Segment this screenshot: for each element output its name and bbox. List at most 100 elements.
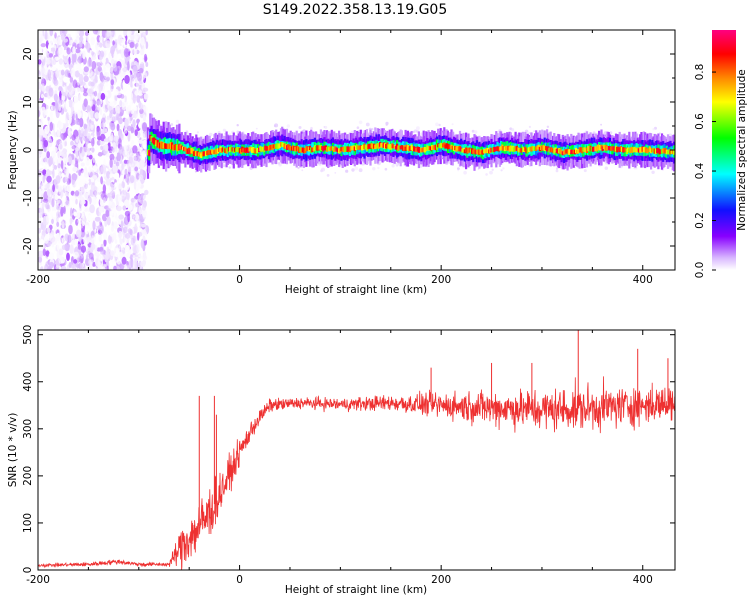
heatmap-halo-cell <box>489 170 493 175</box>
heatmap-noise-cell <box>78 93 83 104</box>
heatmap-noise-cell <box>115 265 121 270</box>
heatmap-noise-cell <box>114 239 118 244</box>
heatmap-noise-cell <box>132 65 138 75</box>
heatmap-halo-cell <box>365 122 370 127</box>
heatmap-noise-cell <box>80 262 83 270</box>
heatmap-noise-cell <box>73 94 79 105</box>
heatmap-halo-cell <box>463 170 467 175</box>
heatmap-noise-cell <box>134 129 138 137</box>
heatmap-noise-cell <box>78 169 81 176</box>
heatmap-noise-cell <box>91 121 94 125</box>
heatmap-halo-cell <box>170 123 174 126</box>
heatmap-noise-cell <box>75 147 79 152</box>
heatmap-noise-cell <box>87 187 90 196</box>
heatmap-noise-cell <box>72 166 78 172</box>
heatmap-noise-cell <box>114 50 117 58</box>
heatmap-noise-cell <box>43 139 49 148</box>
heatmap-noise-cell <box>127 249 132 254</box>
heatmap-noise-cell <box>46 213 50 223</box>
heatmap-noise-cell <box>81 149 85 157</box>
heatmap-halo-cell <box>361 163 364 166</box>
heatmap-noise-cell <box>40 265 44 270</box>
heatmap-noise-cell <box>40 93 44 99</box>
heatmap-noise-cell <box>79 68 83 74</box>
heatmap-noise-cell <box>60 69 65 76</box>
heatmap-noise-cell <box>82 111 88 120</box>
heatmap-noise-cell <box>90 100 94 107</box>
heatmap-noise-cell <box>139 63 144 70</box>
heatmap-noise-cell <box>69 75 74 84</box>
heatmap-noise-cell <box>83 98 88 108</box>
heatmap-noise-cell <box>56 96 61 105</box>
heatmap-noise-cell <box>108 65 114 73</box>
heatmap-noise-cell <box>52 184 55 193</box>
heatmap-noise-cell <box>58 150 62 157</box>
heatmap-noise-cell <box>100 250 105 255</box>
heatmap-noise-cell <box>68 155 73 165</box>
heatmap-noise-cell <box>107 234 112 244</box>
heatmap-noise-cell <box>64 141 67 147</box>
heatmap-halo-cell <box>474 130 478 134</box>
heatmap-noise-cell <box>52 105 55 110</box>
heatmap-noise-cell <box>68 224 73 235</box>
heatmap-noise-cell <box>84 128 88 137</box>
heatmap-noise-cell <box>74 190 80 197</box>
heatmap-noise-cell <box>52 58 57 65</box>
heatmap-noise-cell <box>113 151 118 158</box>
heatmap-noise-cell <box>128 36 131 44</box>
heatmap-noise-cell <box>119 70 124 78</box>
heatmap-noise-cell <box>113 64 118 72</box>
heatmap-noise-cell <box>138 206 141 215</box>
heatmap-noise-cell <box>124 118 129 127</box>
heatmap-halo-cell <box>651 170 655 174</box>
heatmap-noise-cell <box>111 93 115 101</box>
heatmap-halo-cell <box>457 169 460 172</box>
heatmap-noise-cell <box>92 156 96 164</box>
heatmap-noise-cell <box>92 30 99 35</box>
heatmap-noise-cell <box>114 39 118 45</box>
heatmap-noise-cell <box>58 255 64 264</box>
heatmap-noise-cell <box>127 204 133 211</box>
heatmap-noise-cell <box>120 94 125 99</box>
heatmap-noise-cell <box>90 36 95 46</box>
heatmap-noise-cell <box>134 155 137 162</box>
heatmap-halo-cell <box>583 169 587 173</box>
heatmap-noise-cell <box>48 53 54 58</box>
heatmap-noise-cell <box>48 252 55 260</box>
heatmap-noise-cell <box>40 43 46 48</box>
heatmap-noise-cell <box>145 41 149 49</box>
heatmap-noise-cell <box>102 197 106 203</box>
heatmap-noise-cell <box>42 198 49 203</box>
heatmap-halo-cell <box>600 123 602 126</box>
heatmap-noise-cell <box>118 138 122 144</box>
heatmap-noise-cell <box>104 71 108 80</box>
heatmap-noise-cell <box>96 127 102 136</box>
heatmap-noise-cell <box>112 208 117 217</box>
heatmap-halo-cell <box>175 119 180 124</box>
heatmap-noise-cell <box>110 250 115 257</box>
heatmap-noise-cell <box>83 192 89 200</box>
heatmap-noise-cell <box>82 236 88 244</box>
heatmap-noise-cell <box>49 111 54 119</box>
heatmap-noise-cell <box>100 92 106 101</box>
heatmap-noise-cell <box>134 257 138 267</box>
heatmap-noise-cell <box>127 104 132 112</box>
heatmap-noise-cell <box>101 108 106 118</box>
heatmap-halo-cell <box>236 124 239 127</box>
heatmap-noise-cell <box>44 30 48 41</box>
heatmap-noise-cell <box>39 99 43 107</box>
heatmap-noise-cell <box>110 71 114 80</box>
heatmap-halo-cell <box>451 123 454 126</box>
heatmap-halo-cell <box>448 162 451 164</box>
heatmap-noise-cell <box>59 143 63 150</box>
heatmap-noise-cell <box>119 100 123 107</box>
heatmap-noise-cell <box>97 65 102 72</box>
heatmap-halo-cell <box>358 168 363 173</box>
heatmap-halo-cell <box>500 169 503 172</box>
heatmap-noise-cell <box>103 138 109 143</box>
heatmap-noise-cell <box>115 247 119 255</box>
heatmap-noise-cell <box>85 224 89 235</box>
heatmap-noise-cell <box>139 159 145 169</box>
heatmap-noise-cell <box>44 125 50 135</box>
heatmap-noise-cell <box>128 267 132 270</box>
